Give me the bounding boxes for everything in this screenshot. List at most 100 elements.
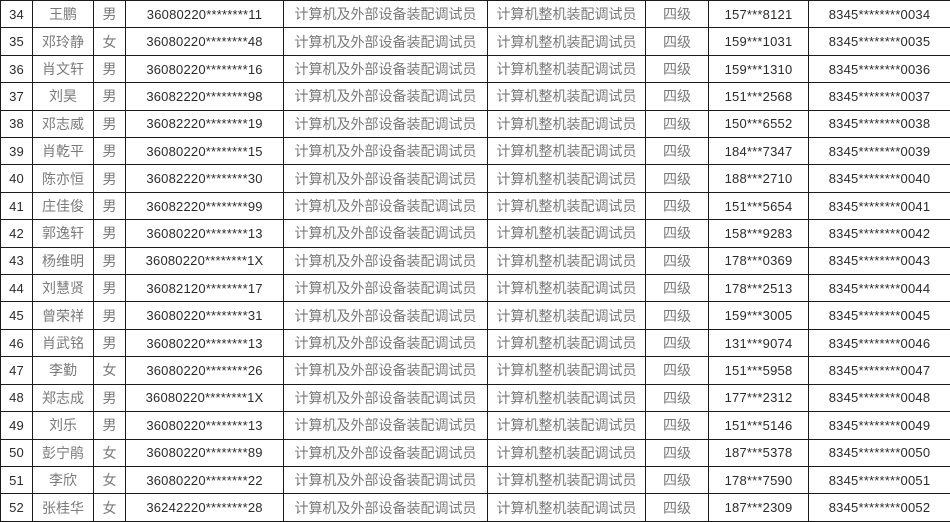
table-row: 48 郑志成男 36080220********1X 计算机及外部设备装配调试员 计算机… — [0, 383, 950, 413]
cell-level: 四级 — [645, 438, 709, 467]
table-row: 40 陈亦恒男 36082220********30 计算机及外部设备装配调试员 计算机… — [0, 164, 950, 193]
cell-name: 彭宁鹃 — [32, 438, 94, 467]
table-row: 43 杨维明男 36080220********1X 计算机及外部设备装配调试员 计算机… — [0, 246, 950, 276]
cell-job-title: 计算机整机装配调试员 — [487, 191, 646, 221]
cell-id-number: 36082220********98 — [125, 82, 284, 111]
cell-no: 45 — [0, 301, 33, 330]
cell-gender: 女 — [93, 27, 126, 56]
cell-job-title: 计算机整机装配调试员 — [487, 356, 646, 385]
cell-name: 陈亦恒 — [32, 164, 94, 193]
cell-gender: 男 — [93, 411, 126, 440]
cell-cert-no: 8345********0041 — [808, 191, 950, 221]
cell-id-number: 36080220********16 — [125, 54, 284, 84]
cell-cert-no: 8345********0045 — [808, 301, 950, 330]
cell-job-title: 计算机整机装配调试员 — [487, 219, 646, 248]
cell-job-title: 计算机整机装配调试员 — [487, 82, 646, 111]
cell-job-title: 计算机整机装配调试员 — [487, 164, 646, 193]
cell-phone: 150***6552 — [708, 109, 809, 139]
cell-id-number: 36080220********13 — [125, 219, 284, 248]
table-row: 41 庄佳俊男 36082220********99 计算机及外部设备装配调试员 计算机… — [0, 191, 950, 221]
cell-level: 四级 — [645, 219, 709, 248]
cell-job-title: 计算机整机装配调试员 — [487, 109, 646, 139]
cell-id-number: 36082220********30 — [125, 164, 284, 193]
cell-level: 四级 — [645, 191, 709, 221]
cell-name: 杨维明 — [32, 246, 94, 276]
table-row: 44 刘慧贤男 36082120********17 计算机及外部设备装配调试员 计算机… — [0, 274, 950, 303]
table-row: 42 郭逸轩男 36080220********13 计算机及外部设备装配调试员 计算机… — [0, 219, 950, 248]
cell-job-title: 计算机整机装配调试员 — [487, 328, 646, 358]
table-row: 38 邓志威男 36082220********19 计算机及外部设备装配调试员 计算机… — [0, 109, 950, 139]
cell-cert-no: 8345********0034 — [808, 0, 950, 29]
cell-cert-no: 8345********0048 — [808, 383, 950, 413]
cell-job-title: 计算机整机装配调试员 — [487, 465, 646, 495]
cell-name: 邓志威 — [32, 109, 94, 139]
cell-cert-no: 8345********0050 — [808, 438, 950, 467]
cell-level: 四级 — [645, 383, 709, 413]
cell-gender: 男 — [93, 301, 126, 330]
table-row: 34 王鹏男 36080220********11 计算机及外部设备装配调试员 计算机整… — [0, 0, 950, 29]
cell-job-title: 计算机整机装配调试员 — [487, 0, 646, 29]
cell-phone: 159***1031 — [708, 27, 809, 56]
cell-job-title: 计算机整机装配调试员 — [487, 493, 646, 522]
cell-cert-no: 8345********0052 — [808, 493, 950, 522]
cell-name: 肖乾平 — [32, 137, 94, 166]
table-row: 45 曾荣祥男 36080220********31 计算机及外部设备装配调试员 计算机… — [0, 301, 950, 330]
cell-level: 四级 — [645, 246, 709, 276]
cell-gender: 女 — [93, 438, 126, 467]
cell-no: 50 — [0, 438, 33, 467]
cell-occupation: 计算机及外部设备装配调试员 — [283, 164, 488, 193]
cell-cert-no: 8345********0040 — [808, 164, 950, 193]
cell-no: 48 — [0, 383, 33, 413]
cell-occupation: 计算机及外部设备装配调试员 — [283, 82, 488, 111]
cell-id-number: 36080220********26 — [125, 356, 284, 385]
cell-occupation: 计算机及外部设备装配调试员 — [283, 383, 488, 413]
cell-phone: 131***9074 — [708, 328, 809, 358]
cell-cert-no: 8345********0037 — [808, 82, 950, 111]
cell-phone: 151***5146 — [708, 411, 809, 440]
cell-no: 40 — [0, 164, 33, 193]
cell-occupation: 计算机及外部设备装配调试员 — [283, 137, 488, 166]
cell-id-number: 36080220********13 — [125, 328, 284, 358]
cell-no: 51 — [0, 465, 33, 495]
cell-no: 38 — [0, 109, 33, 139]
cell-no: 52 — [0, 493, 33, 522]
cell-occupation: 计算机及外部设备装配调试员 — [283, 191, 488, 221]
cell-cert-no: 8345********0049 — [808, 411, 950, 440]
cell-occupation: 计算机及外部设备装配调试员 — [283, 54, 488, 84]
cell-id-number: 36080220********31 — [125, 301, 284, 330]
cell-gender: 男 — [93, 219, 126, 248]
cell-phone: 184***7347 — [708, 137, 809, 166]
cell-phone: 157***8121 — [708, 0, 809, 29]
table-row: 36 肖文轩男 36080220********16 计算机及外部设备装配调试员 计算机… — [0, 54, 950, 84]
cell-phone: 187***5378 — [708, 438, 809, 467]
cell-phone: 187***2309 — [708, 493, 809, 522]
cell-phone: 151***5654 — [708, 191, 809, 221]
cell-no: 41 — [0, 191, 33, 221]
cell-phone: 159***1310 — [708, 54, 809, 84]
cell-phone: 178***0369 — [708, 246, 809, 276]
cell-name: 郭逸轩 — [32, 219, 94, 248]
table-row: 50 彭宁鹃女 36080220********89 计算机及外部设备装配调试员 计算机… — [0, 438, 950, 467]
cell-no: 36 — [0, 54, 33, 84]
cell-id-number: 36080220********89 — [125, 438, 284, 467]
cell-no: 34 — [0, 0, 33, 29]
cell-name: 曾荣祥 — [32, 301, 94, 330]
cell-occupation: 计算机及外部设备装配调试员 — [283, 411, 488, 440]
cell-gender: 男 — [93, 191, 126, 221]
cell-job-title: 计算机整机装配调试员 — [487, 383, 646, 413]
cell-phone: 178***2513 — [708, 274, 809, 303]
cell-gender: 女 — [93, 465, 126, 495]
cell-gender: 男 — [93, 137, 126, 166]
cell-occupation: 计算机及外部设备装配调试员 — [283, 219, 488, 248]
cell-cert-no: 8345********0039 — [808, 137, 950, 166]
cell-cert-no: 8345********0044 — [808, 274, 950, 303]
table-row: 39 肖乾平男 36080220********15 计算机及外部设备装配调试员 计算机… — [0, 137, 950, 166]
cell-id-number: 36082120********17 — [125, 274, 284, 303]
cell-job-title: 计算机整机装配调试员 — [487, 27, 646, 56]
cell-job-title: 计算机整机装配调试员 — [487, 246, 646, 276]
cell-level: 四级 — [645, 137, 709, 166]
cell-no: 39 — [0, 137, 33, 166]
cell-occupation: 计算机及外部设备装配调试员 — [283, 356, 488, 385]
cell-cert-no: 8345********0042 — [808, 219, 950, 248]
cell-phone: 188***2710 — [708, 164, 809, 193]
